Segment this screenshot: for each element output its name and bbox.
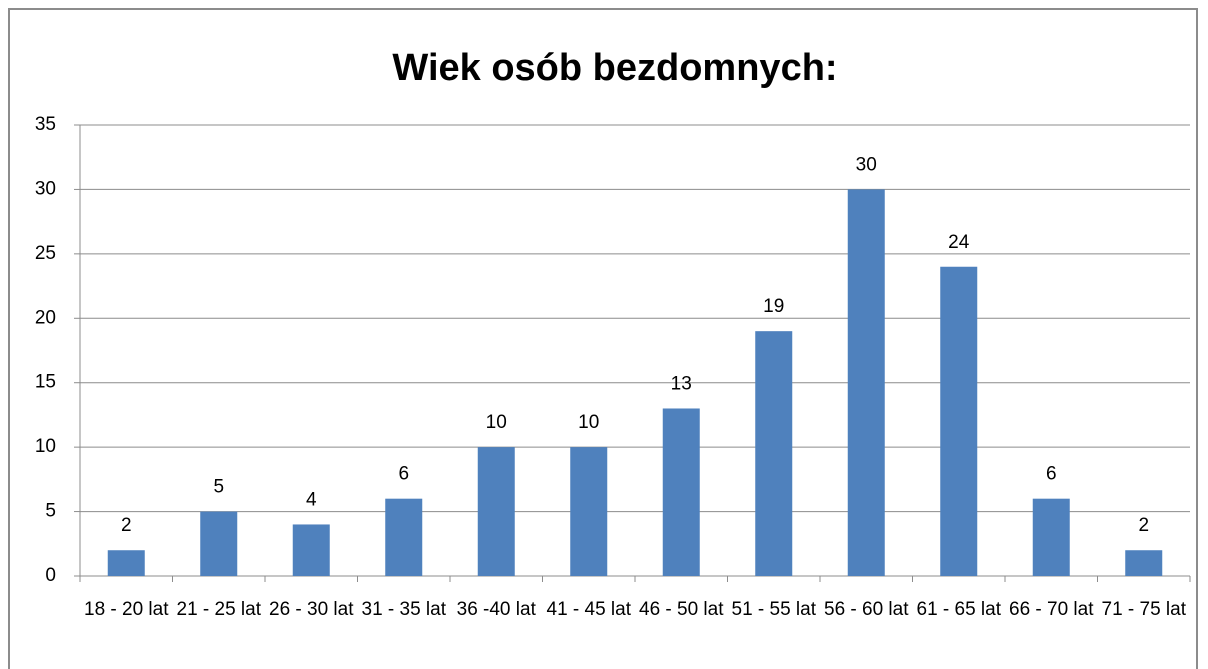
y-tick-label: 5 xyxy=(45,501,56,522)
x-tick-label: 51 - 55 lat xyxy=(731,599,817,620)
x-tick-label: 56 - 60 lat xyxy=(824,599,909,620)
data-label: 2 xyxy=(1138,515,1149,536)
data-label: 19 xyxy=(763,296,784,317)
bar xyxy=(1125,550,1163,576)
x-tick-label: 31 - 35 lat xyxy=(361,599,447,620)
y-tick-label: 10 xyxy=(35,436,56,457)
x-tick-label: 41 - 45 lat xyxy=(546,599,632,620)
x-tick-label: 71 - 75 lat xyxy=(1101,599,1187,620)
x-tick-label: 36 -40 lat xyxy=(456,599,536,620)
bar xyxy=(200,511,238,576)
data-label: 10 xyxy=(486,412,507,433)
y-tick-label: 30 xyxy=(35,178,56,199)
data-label: 10 xyxy=(578,412,599,433)
chart-frame xyxy=(8,8,1198,669)
data-label: 13 xyxy=(671,374,692,395)
data-label: 30 xyxy=(856,154,877,175)
x-tick-label: 26 - 30 lat xyxy=(269,599,354,620)
y-tick-label: 0 xyxy=(45,565,56,586)
chart-title: Wiek osób bezdomnych: xyxy=(392,47,837,89)
bar xyxy=(570,447,608,576)
bar xyxy=(1032,498,1070,576)
y-tick-label: 15 xyxy=(35,372,56,393)
bar xyxy=(755,331,793,576)
data-label: 2 xyxy=(121,515,132,536)
bar xyxy=(940,266,978,576)
bar xyxy=(292,524,330,576)
x-tick-label: 66 - 70 lat xyxy=(1009,599,1094,620)
x-tick-label: 21 - 25 lat xyxy=(176,599,262,620)
bar xyxy=(385,498,423,576)
bar xyxy=(477,447,515,576)
bar xyxy=(662,408,700,576)
data-label: 5 xyxy=(213,477,224,498)
data-label: 24 xyxy=(948,232,970,253)
data-label: 4 xyxy=(306,489,317,510)
y-tick-label: 25 xyxy=(35,243,56,264)
y-tick-label: 20 xyxy=(35,307,56,328)
x-tick-label: 46 - 50 lat xyxy=(639,599,724,620)
data-label: 6 xyxy=(1046,464,1057,485)
y-tick-label: 35 xyxy=(35,114,56,135)
bar xyxy=(107,550,145,576)
x-tick-label: 61 - 65 lat xyxy=(916,599,1002,620)
bar xyxy=(847,189,885,576)
x-tick-label: 18 - 20 lat xyxy=(84,599,169,620)
data-label: 6 xyxy=(398,464,409,485)
